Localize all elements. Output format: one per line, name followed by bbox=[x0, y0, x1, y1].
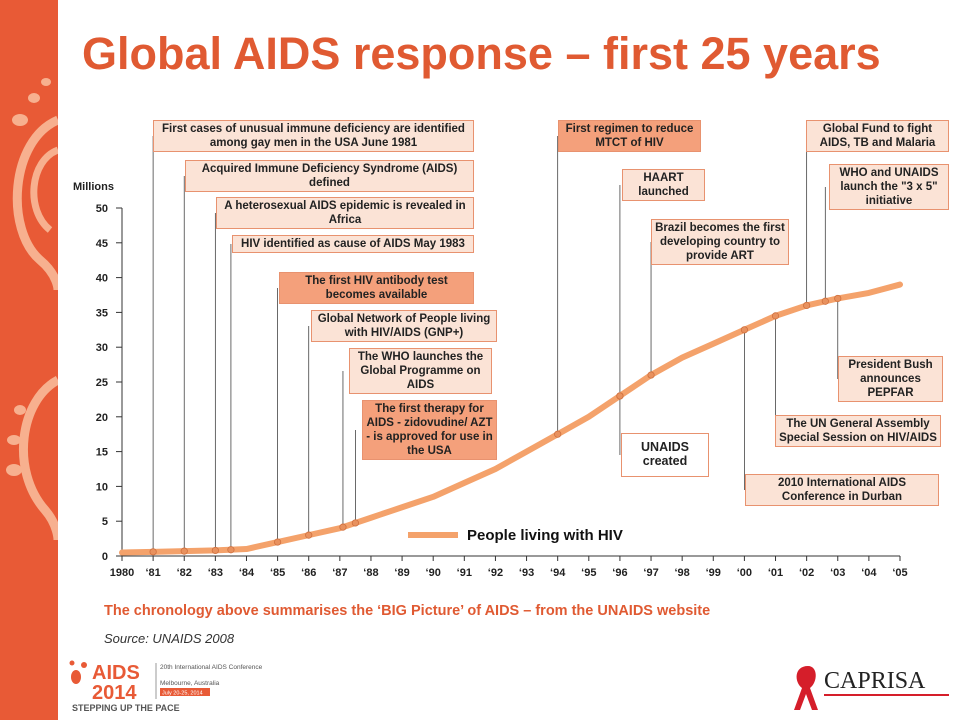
x-tick-label: ‘90 bbox=[426, 567, 441, 579]
y-tick-label: 40 bbox=[96, 273, 108, 285]
x-tick-label: ‘99 bbox=[706, 567, 721, 579]
x-tick-label: ‘91 bbox=[457, 567, 472, 579]
x-tick-label: ‘93 bbox=[519, 567, 534, 579]
y-tick-label: 5 bbox=[102, 516, 108, 528]
conference-location: Melbourne, Australia bbox=[160, 680, 220, 687]
x-tick-label: ‘82 bbox=[177, 567, 192, 579]
source-note: Source: UNAIDS 2008 bbox=[104, 631, 235, 646]
footprints-icon bbox=[6, 78, 58, 541]
x-tick-label: ‘87 bbox=[332, 567, 347, 579]
legend-label: People living with HIV bbox=[467, 527, 623, 544]
data-point bbox=[273, 538, 282, 546]
y-tick-label: 10 bbox=[96, 481, 108, 493]
y-tick-label: 0 bbox=[102, 551, 108, 563]
x-tick-label: ‘89 bbox=[394, 567, 409, 579]
caprisa-text: CAPRISA bbox=[824, 668, 926, 694]
data-point bbox=[771, 312, 780, 320]
event-box: The WHO launches the Global Programme on… bbox=[349, 348, 492, 394]
event-box: UNAIDS created bbox=[621, 433, 709, 477]
data-point bbox=[227, 546, 235, 554]
event-box: Brazil becomes the first developing coun… bbox=[651, 219, 789, 265]
x-tick-label: ‘94 bbox=[550, 567, 566, 579]
y-tick-label: 50 bbox=[96, 203, 108, 215]
event-box: HAART launched bbox=[622, 169, 705, 201]
legend-swatch bbox=[408, 532, 458, 538]
y-tick-label: 15 bbox=[96, 447, 108, 459]
data-point bbox=[180, 547, 188, 555]
data-point bbox=[821, 297, 829, 305]
event-box: A heterosexual AIDS epidemic is revealed… bbox=[216, 197, 474, 229]
event-box: HIV identified as cause of AIDS May 1983 bbox=[232, 235, 474, 253]
event-box: The first therapy for AIDS - zidovudine/… bbox=[362, 400, 497, 460]
x-tick-label: ‘01 bbox=[768, 567, 783, 579]
y-tick-label: 45 bbox=[96, 238, 108, 250]
event-box: 2010 International AIDS Conference in Du… bbox=[745, 474, 939, 506]
event-box: President Bush announces PEPFAR bbox=[838, 356, 943, 402]
x-tick-label: ‘97 bbox=[643, 567, 658, 579]
event-box: First regimen to reduce MTCT of HIV bbox=[558, 120, 701, 152]
caption: The chronology above summarises the ‘BIG… bbox=[104, 603, 711, 619]
x-tick-label: ‘83 bbox=[208, 567, 223, 579]
data-point bbox=[554, 430, 562, 438]
event-box: First cases of unusual immune deficiency… bbox=[153, 120, 474, 152]
x-tick-label: ‘05 bbox=[892, 567, 907, 579]
x-tick-label: ‘98 bbox=[675, 567, 690, 579]
data-point bbox=[149, 548, 157, 556]
event-box: WHO and UNAIDS launch the "3 x 5" initia… bbox=[829, 164, 949, 210]
y-axis-label: Millions bbox=[73, 181, 114, 193]
y-tick-label: 20 bbox=[96, 412, 108, 424]
y-tick-label: 35 bbox=[96, 307, 108, 319]
x-tick-label: ‘92 bbox=[488, 567, 503, 579]
event-box: The first HIV antibody test becomes avai… bbox=[279, 272, 474, 304]
conference-name: 20th International AIDS Conference bbox=[160, 664, 263, 671]
y-tick-label: 25 bbox=[96, 377, 108, 389]
event-box: Acquired Immune Deficiency Syndrome (AID… bbox=[185, 160, 474, 192]
x-tick-label: ‘88 bbox=[363, 567, 378, 579]
y-tick-label: 30 bbox=[96, 342, 108, 354]
series-line-people-living-with-hiv bbox=[119, 281, 903, 556]
x-tick-label: ‘85 bbox=[270, 567, 285, 579]
aids-logo-text: AIDS bbox=[92, 662, 140, 684]
data-point bbox=[211, 546, 219, 555]
x-tick-label: ‘04 bbox=[861, 567, 877, 579]
data-point bbox=[351, 519, 359, 527]
data-point bbox=[339, 523, 347, 531]
x-tick-label: ‘96 bbox=[612, 567, 627, 579]
x-tick-label: ‘84 bbox=[239, 567, 255, 579]
data-point bbox=[740, 326, 749, 334]
x-tick-label: ‘95 bbox=[581, 567, 596, 579]
x-tick-label: 1980 bbox=[110, 567, 134, 579]
data-point bbox=[803, 301, 811, 310]
tagline: STEPPING UP THE PACE bbox=[72, 703, 180, 713]
event-box: The UN General Assembly Special Session … bbox=[775, 415, 941, 447]
x-tick-label: ‘00 bbox=[737, 567, 752, 579]
x-tick-label: ‘03 bbox=[830, 567, 845, 579]
red-ribbon-icon bbox=[794, 666, 818, 710]
data-point bbox=[834, 294, 842, 303]
decorative-sidebar bbox=[0, 0, 58, 720]
data-point bbox=[647, 371, 655, 379]
data-point bbox=[616, 392, 624, 400]
hiv-chart: 0 5 10 15 20 25 30 35 40 45 50 1980 ‘81 ‘82 ‘83 ‘84 ‘85 ‘… bbox=[96, 136, 908, 579]
data-point bbox=[305, 531, 313, 539]
conference-dates: July 20-25, 2014 bbox=[162, 691, 203, 697]
x-tick-label: ‘81 bbox=[145, 567, 160, 579]
page-title: Global AIDS response – first 25 years bbox=[82, 28, 881, 79]
event-box: Global Network of People living with HIV… bbox=[311, 310, 497, 342]
x-tick-label: ‘02 bbox=[799, 567, 814, 579]
aids-logo-year: 2014 bbox=[92, 682, 137, 704]
event-box: Global Fund to fight AIDS, TB and Malari… bbox=[806, 120, 949, 152]
x-tick-label: ‘86 bbox=[301, 567, 316, 579]
caprisa-logo: CAPRISA bbox=[790, 658, 955, 718]
aids-2014-logo: AIDS 2014 20th International AIDS Confer… bbox=[64, 655, 264, 720]
